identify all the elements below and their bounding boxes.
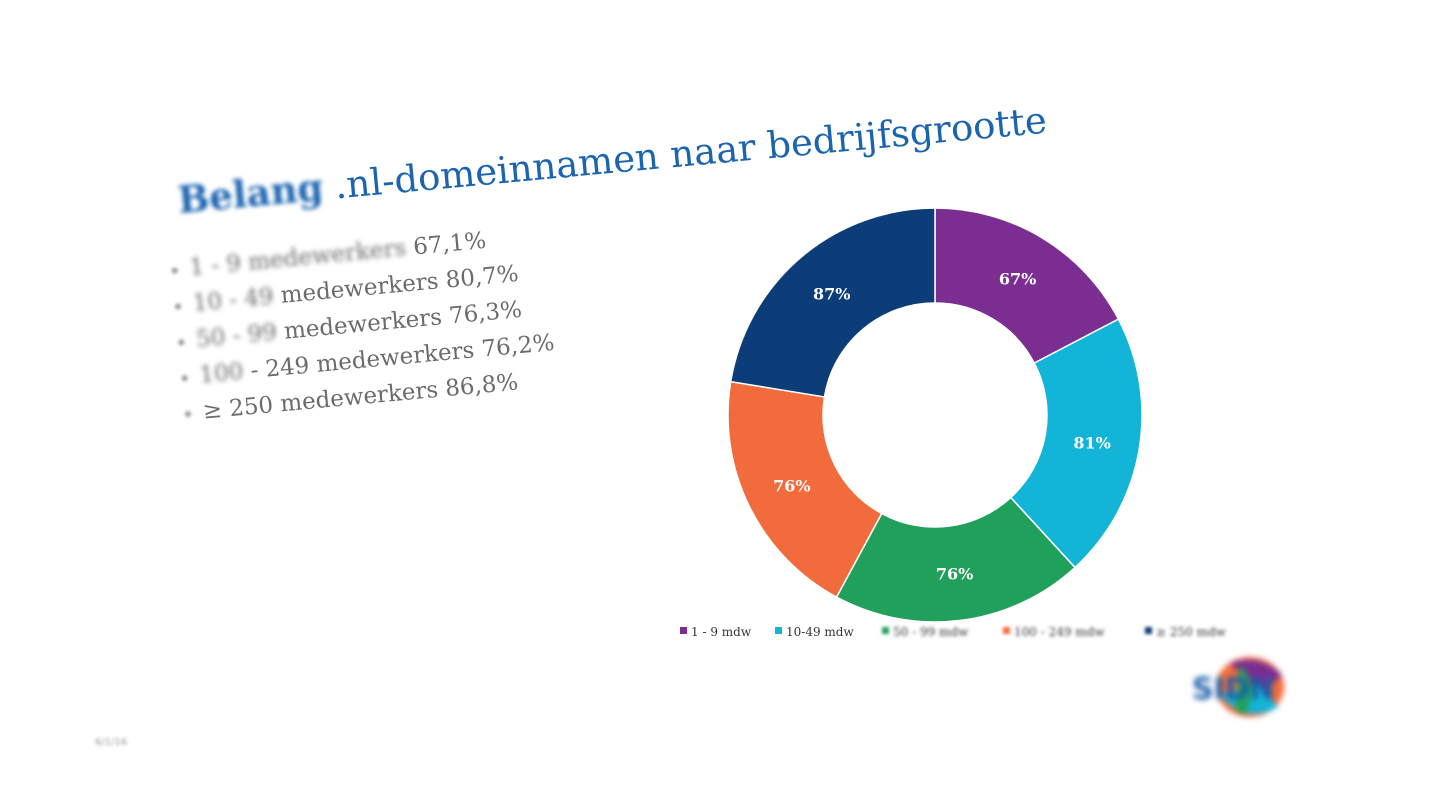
slice-data-label: 76%: [773, 476, 810, 495]
slice-data-label: 87%: [813, 284, 850, 303]
slide-footer-date: 6/1/16: [95, 737, 128, 748]
legend-label: 100 - 249 mdw: [1014, 625, 1105, 639]
donut-slice: [934, 207, 1120, 365]
donut-slice: [729, 207, 936, 398]
donut-slice: [1009, 318, 1143, 569]
legend-item: ≥ 250 mdw: [1145, 625, 1227, 639]
donut-slices: [727, 207, 1143, 623]
donut-slice: [727, 380, 883, 599]
slice-data-label: 81%: [1073, 433, 1110, 452]
legend-item: 10-49 mdw: [775, 625, 854, 639]
legend-item: 100 - 249 mdw: [1003, 625, 1105, 639]
legend-swatch: [1003, 627, 1010, 634]
legend-label: 10-49 mdw: [786, 625, 854, 639]
legend-label: 50 - 99 mdw: [893, 625, 969, 639]
slice-data-label: 76%: [936, 564, 973, 583]
donut-slice: [835, 496, 1077, 623]
svg-text:SIDN: SIDN: [1192, 672, 1275, 707]
legend-item: 1 - 9 mdw: [680, 625, 752, 639]
legend-label: ≥ 250 mdw: [1156, 625, 1227, 639]
legend-item: 50 - 99 mdw: [882, 625, 969, 639]
chart-legend: 1 - 9 mdw 10-49 mdw 50 - 99 mdw 100 - 249 m…: [680, 625, 1227, 639]
sidn-logo: SIDN: [1192, 657, 1284, 717]
legend-swatch: [775, 627, 782, 634]
slice-data-label: 67%: [999, 270, 1036, 289]
legend-swatch: [882, 627, 889, 634]
legend-swatch: [680, 627, 687, 634]
legend-label: 1 - 9 mdw: [691, 625, 752, 639]
donut-labels: 67% 81% 76% 76% 87%: [773, 270, 1111, 584]
legend-swatch: [1145, 627, 1152, 634]
